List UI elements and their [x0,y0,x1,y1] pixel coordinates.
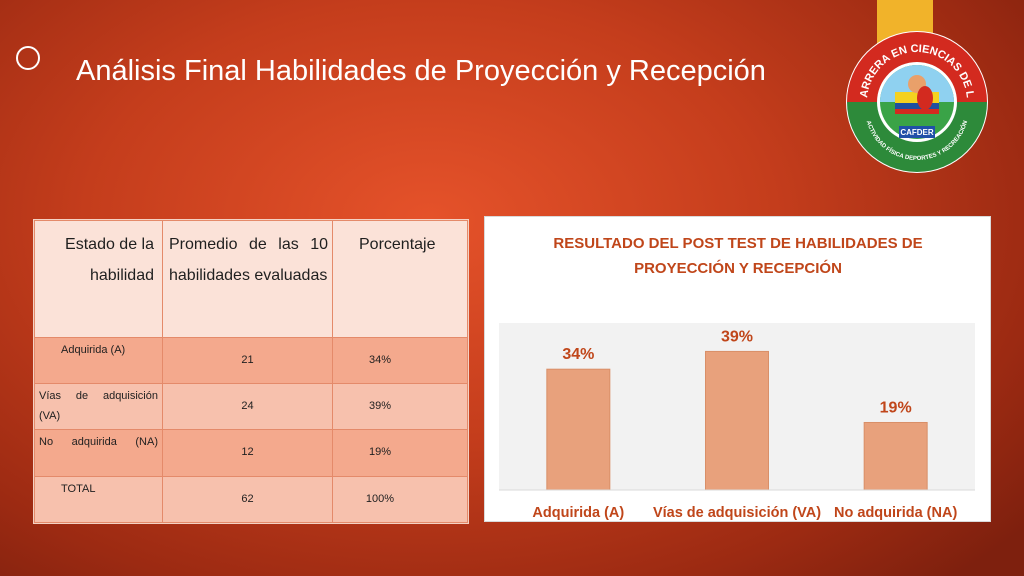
table-row: Adquirida (A) 21 34% [34,336,468,385]
data-label-3: 19% [880,399,912,416]
chart-title-line-2: PROYECCIÓN Y RECEPCIÓN [634,259,842,277]
logo-banner-text: CAFDER [900,128,934,137]
table-cell-porcentaje: 19% [332,429,468,477]
table-header-cell: Porcentaje [332,220,468,338]
bar-1 [546,368,611,491]
table-cell-estado: TOTAL [34,475,163,524]
table-cell-promedio: 62 [162,475,333,524]
chart-title-line-1: RESULTADO DEL POST TEST DE HABILIDADES D… [553,235,922,252]
table-header-cell: Promedio de las 10 habilidades evaluadas [162,220,333,338]
category-label-2: Vías de adquisición (VA) [653,505,821,521]
bar-chart: RESULTADO DEL POST TEST DE HABILIDADES D… [484,216,991,522]
table-cell-porcentaje: 100% [332,475,468,524]
category-label-1: Adquirida (A) [532,505,624,521]
table-header-row: Estado de la habilidad Promedio de las 1… [34,220,468,338]
slide-title: Análisis Final Habilidades de Proyección… [76,55,766,87]
logo-banner [899,126,935,138]
table-cell-promedio: 12 [162,429,333,477]
category-label-3: No adquirida (NA) [834,505,957,521]
bar-3 [863,421,928,491]
table-cell-promedio: 24 [162,383,333,431]
table-cell-porcentaje: 34% [332,336,468,385]
cafder-logo: CAFDER CARRERA EN CIENCIAS DE LA ACTIVID… [845,30,988,173]
bullet-circle-icon [16,46,40,70]
table-cell-promedio: 21 [162,336,333,385]
table-header-cell: Estado de la habilidad [34,220,163,338]
table-cell-porcentaje: 39% [332,383,468,431]
bar-chart-svg: RESULTADO DEL POST TEST DE HABILIDADES D… [499,235,975,521]
table-cell-estado: Vías de adquisición (VA) [34,383,163,431]
table-row: No adquirida (NA) 12 19% [34,429,468,477]
results-table: Estado de la habilidad Promedio de las 1… [33,219,469,524]
table-cell-estado: Adquirida (A) [34,336,163,385]
data-label-2: 39% [721,328,753,345]
table-cell-estado: No adquirida (NA) [34,429,163,477]
data-label-1: 34% [562,346,594,363]
table-row-total: TOTAL 62 100% [34,475,468,524]
bar-2 [705,350,769,491]
table-row: Vías de adquisición (VA) 24 39% [34,383,468,431]
